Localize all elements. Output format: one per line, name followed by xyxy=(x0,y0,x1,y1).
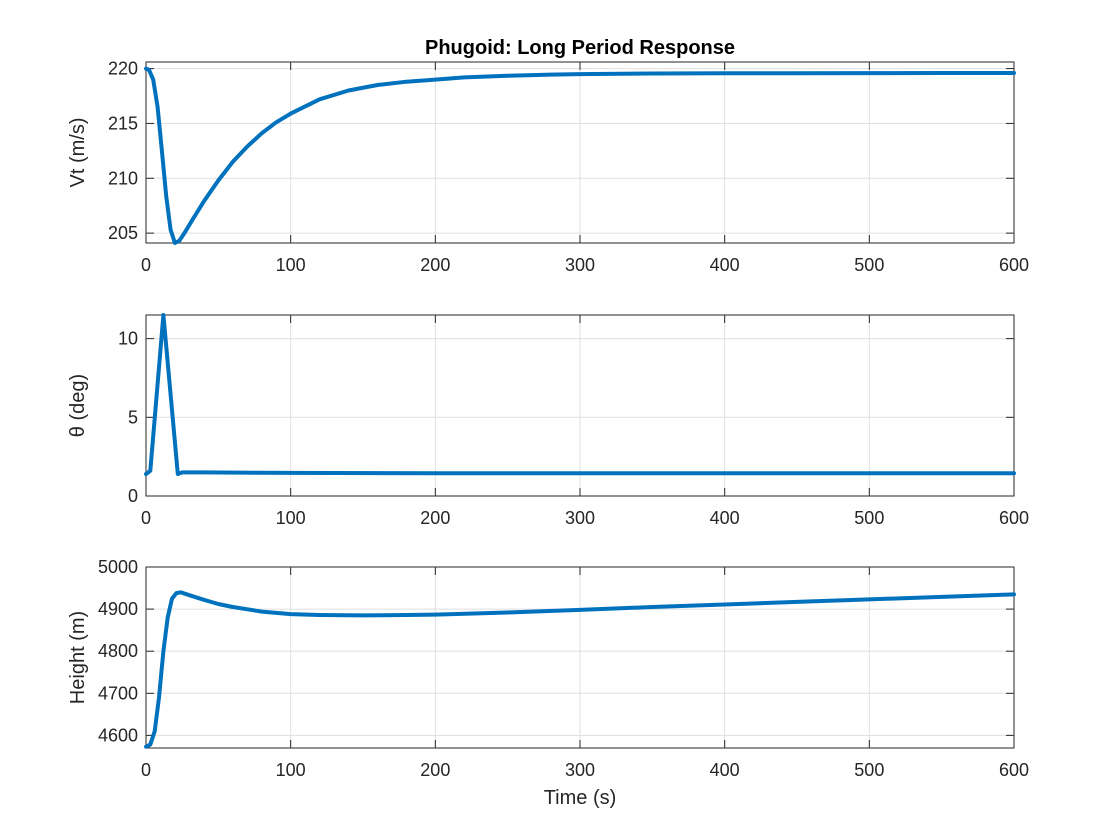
y-tick-label: 4700 xyxy=(98,683,138,703)
y-tick-label: 4800 xyxy=(98,641,138,661)
series-line-theta xyxy=(144,313,1016,476)
y-axis-label-theta: θ (deg) xyxy=(67,374,89,437)
x-tick-label: 300 xyxy=(565,508,595,528)
x-tick-label: 200 xyxy=(420,508,450,528)
series-line-vt xyxy=(144,66,1016,245)
x-tick-label: 100 xyxy=(276,760,306,780)
x-tick-label: 0 xyxy=(141,255,151,275)
y-tick-label: 4900 xyxy=(98,599,138,619)
y-tick-label: 4600 xyxy=(98,725,138,745)
x-tick-label: 600 xyxy=(999,508,1029,528)
x-tick-label: 500 xyxy=(854,255,884,275)
subplot-vt: 0 100 200 300 400 500 600 205 210 215 220 Vt (m/s) P… xyxy=(67,37,1029,275)
y-tick-label: 210 xyxy=(108,168,138,188)
x-tick-label: 100 xyxy=(276,255,306,275)
y-tick-label: 5000 xyxy=(98,557,138,577)
y-tick-label: 10 xyxy=(118,329,138,349)
y-tick-label: 220 xyxy=(108,59,138,79)
x-tick-label: 600 xyxy=(999,760,1029,780)
x-axis-label: Time (s) xyxy=(544,787,617,809)
subplot-height: 0 100 200 300 400 500 600 4600 4700 4800 4900 5000 H… xyxy=(67,557,1029,809)
x-tick-label: 600 xyxy=(999,255,1029,275)
y-tick-label: 5 xyxy=(128,407,138,427)
x-tick-label: 400 xyxy=(710,760,740,780)
y-axis-label-height: Height (m) xyxy=(67,611,89,704)
x-tick-label: 500 xyxy=(854,508,884,528)
x-tick-label: 0 xyxy=(141,508,151,528)
x-tick-label: 400 xyxy=(710,255,740,275)
x-tick-label: 100 xyxy=(276,508,306,528)
x-tick-label: 200 xyxy=(420,760,450,780)
x-tick-label: 0 xyxy=(141,760,151,780)
subplot-theta: 0 100 200 300 400 500 600 0 5 10 θ (deg) xyxy=(67,313,1029,528)
y-axis-label-vt: Vt (m/s) xyxy=(67,118,89,188)
y-tick-label: 205 xyxy=(108,223,138,243)
y-tick-label: 215 xyxy=(108,113,138,133)
x-tick-label: 200 xyxy=(420,255,450,275)
x-tick-label: 300 xyxy=(565,760,595,780)
series-line-height xyxy=(144,590,1016,749)
x-tick-label: 400 xyxy=(710,508,740,528)
x-tick-label: 300 xyxy=(565,255,595,275)
y-tick-label: 0 xyxy=(128,486,138,506)
chart-title: Phugoid: Long Period Response xyxy=(425,37,735,59)
x-tick-label: 500 xyxy=(854,760,884,780)
